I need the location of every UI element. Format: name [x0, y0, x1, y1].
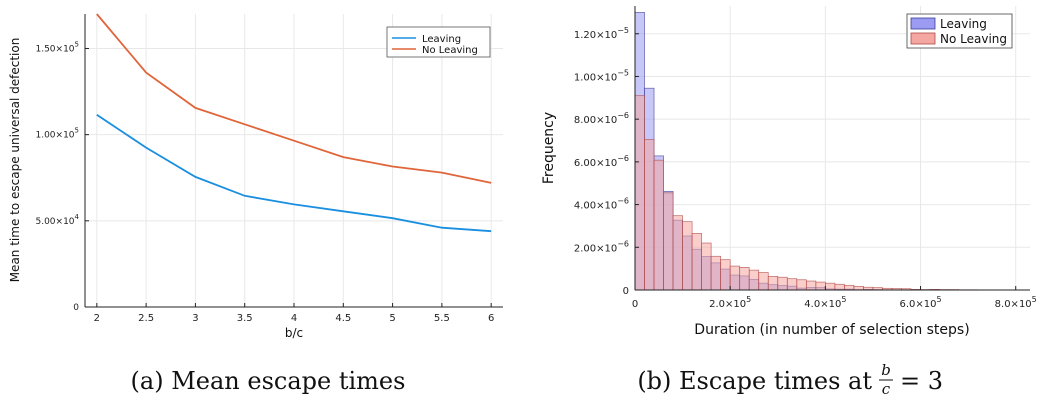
panel-b-legend-swatch-leaving — [910, 17, 936, 30]
panel-a-y-tick-label: 5.00×104 — [35, 213, 79, 227]
panel-b-x-tick-label: 0 — [632, 299, 638, 310]
panel-b-caption-rhs: = 3 — [900, 367, 943, 395]
panel-a-series-lines — [96, 13, 492, 233]
panel-b-bar-no-leaving — [805, 280, 817, 291]
panel-a-x-tick-label: 3.5 — [237, 313, 253, 324]
panel-b-x-tick-label: 4.0×105 — [804, 295, 846, 310]
panel-b-histogram-bars — [634, 12, 979, 291]
panel-a-series-line-leaving — [96, 114, 492, 233]
panel-b-y-tick-label: 0 — [623, 286, 629, 297]
panel-b-y-ticks: 0 2.00×10−6 4.00×10−6 6.00×10−6 8.00×10−6 1.0… — [574, 26, 639, 297]
panel-b-bar-no-leaving — [644, 139, 655, 291]
panel-b-bar-no-leaving — [720, 259, 731, 291]
panel-b-y-tick-label: 6.00×10−6 — [574, 154, 629, 169]
panel-a-x-axis-label: b/c — [285, 326, 303, 340]
panel-a-legend-box — [386, 26, 491, 58]
panel-a-y-tick-label: 0 — [73, 303, 79, 313]
panel-b-y-tick-label: 4.00×10−6 — [574, 197, 629, 212]
panel-a-y-ticks: 0 5.00×104 1.00×105 1.50×105 — [35, 40, 89, 313]
panel-b-x-ticks: 0 2.0×105 4.0×105 6.0×105 8.0×105 — [632, 286, 1037, 310]
panel-b-bar-no-leaving — [653, 159, 664, 291]
panel-a-legend-label-leaving: Leaving — [422, 34, 461, 45]
panel-b-y-tick-label: 1.00×10−5 — [574, 68, 629, 83]
panel-a-x-ticks: 2 2.5 3 3.5 4 4.5 5 5.5 6 — [94, 303, 494, 324]
panel-a-x-tick-label: 3 — [192, 313, 198, 324]
panel-b-bar-no-leaving — [748, 269, 760, 291]
panel-b-bar-no-leaving — [786, 278, 798, 291]
panel-b-y-tick-label: 1.20×10−5 — [574, 26, 629, 41]
panel-a-legend-label-no-leaving: No Leaving — [422, 45, 478, 56]
panel-b-bar-no-leaving — [796, 279, 807, 291]
panel-a-series-line-no-leaving — [96, 13, 492, 184]
panel-a-x-tick-label: 6 — [488, 313, 494, 324]
panel-b-legend-label-leaving: Leaving — [940, 17, 987, 31]
panel-b-bar-no-leaving — [777, 276, 788, 291]
panel-b-bar-no-leaving — [710, 255, 722, 291]
panel-a-x-tick-label: 5.5 — [434, 313, 450, 324]
panel-b-x-tick-label: 2.0×105 — [709, 295, 751, 310]
panel-b-bar-no-leaving — [767, 275, 779, 291]
panel-a-line-chart: 0 5.00×104 1.00×105 1.50×105 2 2.5 3 3.5 4 4.5 5 5… — [8, 13, 503, 395]
panel-a-y-tick-label: 1.50×105 — [35, 40, 79, 54]
panel-b-bar-no-leaving — [672, 215, 683, 291]
panel-b-y-axis-label: Frequency — [541, 112, 557, 184]
panel-b-bar-no-leaving — [844, 284, 855, 291]
panel-b-caption-denominator: c — [882, 380, 891, 397]
panel-b-x-axis-label: Duration (in number of selection steps) — [694, 322, 969, 338]
panel-a-gridlines — [85, 14, 503, 308]
panel-b-bar-no-leaving — [663, 192, 674, 291]
panel-b-bar-no-leaving — [701, 242, 712, 291]
panel-b-caption: (b) Escape times at b c = 3 — [637, 361, 943, 397]
panel-b-bar-no-leaving — [815, 281, 826, 291]
panel-b-bar-no-leaving — [634, 95, 645, 291]
panel-a-y-axis-label: Mean time to escape universal defection — [8, 38, 22, 283]
panel-a-x-tick-label: 2 — [94, 313, 100, 324]
panel-b-bar-no-leaving — [691, 233, 702, 291]
panel-b-caption-numerator: b — [881, 361, 891, 379]
panel-a-legend: Leaving No Leaving — [386, 26, 491, 58]
panel-b-bar-no-leaving — [853, 286, 864, 291]
panel-b-x-tick-label: 6.0×105 — [899, 295, 941, 310]
panel-b-bar-no-leaving — [758, 272, 769, 291]
panel-b-legend-label-no-leaving: No Leaving — [940, 32, 1007, 46]
panel-a-x-tick-label: 5 — [389, 313, 395, 324]
panel-a-y-tick-label: 1.00×105 — [35, 127, 79, 141]
panel-b-y-tick-label: 2.00×10−6 — [574, 239, 629, 254]
panel-a-x-tick-label: 4.5 — [335, 313, 351, 324]
panel-b-bar-no-leaving — [834, 283, 845, 291]
panel-b-legend: Leaving No Leaving — [906, 13, 1013, 49]
panel-b-bar-no-leaving — [729, 265, 741, 291]
panel-b-y-tick-label: 8.00×10−6 — [574, 111, 629, 126]
panel-b-bar-no-leaving — [739, 267, 750, 291]
panel-b-caption-text: (b) Escape times at — [637, 367, 872, 395]
panel-b-x-tick-label: 8.0×105 — [995, 295, 1037, 310]
panel-b-bar-no-leaving — [825, 282, 836, 291]
panel-b-bar-no-leaving — [682, 221, 693, 291]
panel-a-x-tick-label: 2.5 — [138, 313, 154, 324]
panel-b-histogram: 0 2.00×10−6 4.00×10−6 6.00×10−6 8.00×10−6 1.0… — [541, 6, 1037, 397]
panel-b-legend-swatch-no-leaving — [910, 32, 936, 45]
panel-a-caption: (a) Mean escape times — [131, 367, 406, 395]
panel-a-x-tick-label: 4 — [291, 313, 297, 324]
